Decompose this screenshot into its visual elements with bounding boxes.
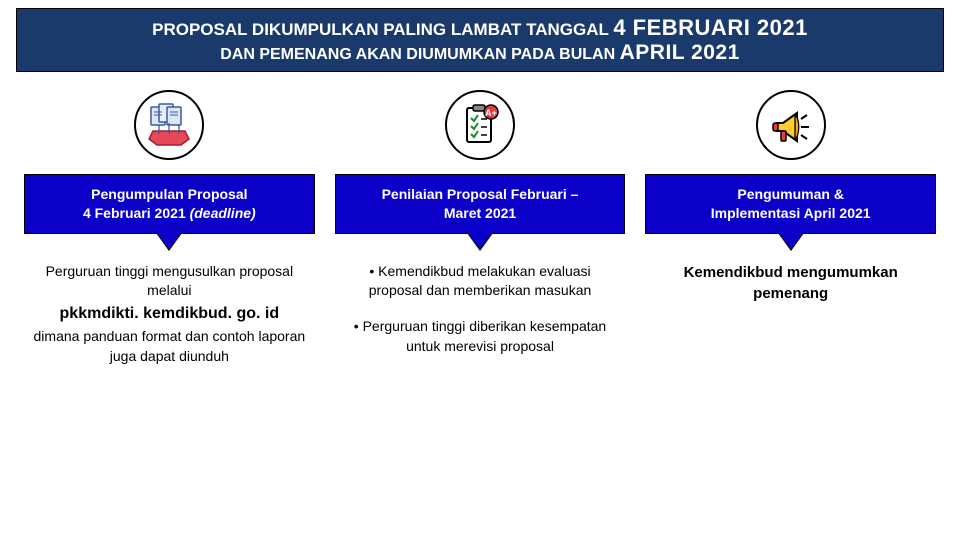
col-1-desc-pre: Perguruan tinggi mengusulkan proposal me… [46, 263, 294, 299]
ribbon-1-line2: 4 Februari 2021 [83, 205, 190, 221]
ribbon-3-line1: Pengumuman & [737, 186, 844, 202]
col-3: Pengumuman & Implementasi April 2021 Kem… [645, 90, 936, 372]
ribbon-1-sub: (deadline) [190, 205, 256, 221]
ribbon-3-line2: Implementasi April 2021 [711, 205, 871, 221]
ribbon-3: Pengumuman & Implementasi April 2021 [645, 174, 936, 234]
header-line-1: PROPOSAL DIKUMPULKAN PALING LAMBAT TANGG… [29, 15, 931, 41]
ribbon-1-line1: Pengumpulan Proposal [91, 186, 247, 202]
header-1a: PROPOSAL DIKUMPULKAN PALING LAMBAT TANGG… [152, 20, 613, 39]
svg-text:A+: A+ [485, 108, 497, 118]
col-2-bullets: Kemendikbud melakukan evaluasi proposal … [335, 262, 626, 372]
col-1-desc: Perguruan tinggi mengusulkan proposal me… [24, 262, 315, 367]
checklist-icon: A+ [445, 90, 515, 160]
header-line-2: DAN PEMENANG AKAN DIUMUMKAN PADA BULAN A… [29, 41, 931, 65]
header-2b: APRIL 2021 [620, 41, 740, 64]
columns-row: Pengumpulan Proposal 4 Februari 2021 (de… [0, 72, 960, 372]
col-1: Pengumpulan Proposal 4 Februari 2021 (de… [24, 90, 315, 372]
ribbon-2: Penilaian Proposal Februari – Maret 2021 [335, 174, 626, 234]
col-3-desc: Kemendikbud mengumumkan pemenang [645, 262, 936, 304]
header-1b: 4 FEBRUARI 2021 [613, 15, 808, 40]
col-2-bullet-1: Kemendikbud melakukan evaluasi proposal … [345, 262, 616, 301]
ribbon-1: Pengumpulan Proposal 4 Februari 2021 (de… [24, 174, 315, 234]
header-banner: PROPOSAL DIKUMPULKAN PALING LAMBAT TANGG… [16, 8, 944, 72]
ribbon-2-line2: Maret 2021 [444, 205, 516, 221]
header-2a: DAN PEMENANG AKAN DIUMUMKAN PADA BULAN [220, 46, 619, 63]
col-2: A+ Penilaian Proposal Februari – Maret 2… [335, 90, 626, 372]
ribbon-2-line1: Penilaian Proposal Februari – [382, 186, 579, 202]
documents-icon [134, 90, 204, 160]
col-1-desc-strong: pkkmdikti. kemdikbud. go. id [30, 303, 309, 325]
col-1-desc-post: dimana panduan format dan contoh laporan… [34, 328, 306, 364]
col-2-bullet-2: Perguruan tinggi diberikan kesempatan un… [345, 317, 616, 356]
megaphone-icon [756, 90, 826, 160]
